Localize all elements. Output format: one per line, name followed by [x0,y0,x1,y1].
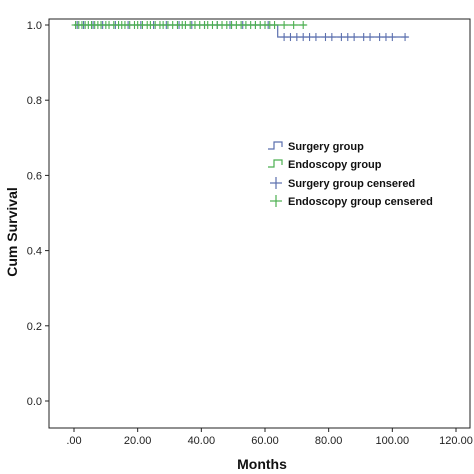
surgery-censor-mark [311,33,320,42]
legend-item: Endoscopy group censered [270,195,433,208]
surgery-censor-mark [350,33,359,42]
x-tick-label: 80.00 [315,435,343,447]
y-tick-label: 0.4 [27,246,42,258]
y-tick-label: 0.0 [27,396,42,408]
plot-frame [48,18,471,429]
y-tick-label: 0.6 [27,170,42,182]
y-axis: 0.0 0.2 0.4 0.6 0.8 1.0 [27,20,49,408]
y-tick-label: 1.0 [27,20,42,32]
x-tick-label: 20.00 [124,435,152,447]
surgery-censor-mark [327,33,336,42]
legend: Surgery group Endoscopy group Surgery grou… [268,141,433,208]
y-tick-label: 0.8 [27,95,42,107]
x-axis: .00 20.00 40.00 60.00 80.00 100.00 120.00 [66,428,473,447]
legend-label: Endoscopy group censered [288,196,433,208]
y-tick-label: 0.2 [27,321,42,333]
legend-step-icon [268,159,283,168]
surgery-censor-mark [366,33,375,42]
legend-step-icon [268,141,283,150]
x-tick-label: 120.00 [439,435,473,447]
endoscopy-censor-mark [289,21,298,29]
endoscopy-censor-mark [270,21,279,29]
x-tick-label: .00 [66,435,81,447]
legend-item: Surgery group censered [270,177,415,190]
surgery-censor-mark [401,33,410,42]
x-axis-title: Months [237,456,287,472]
legend-item: Surgery group [268,141,364,153]
legend-label: Surgery group censered [288,178,415,190]
x-tick-label: 100.00 [376,435,410,447]
endoscopy-censor-mark [299,21,308,29]
surgery-censor-mark [388,33,397,42]
x-tick-label: 40.00 [188,435,216,447]
plot-area [48,18,471,429]
y-axis-title: Cum Survival [4,187,20,276]
endoscopy-censor-mark [280,21,289,29]
legend-item: Endoscopy group [268,159,382,171]
legend-label: Endoscopy group [288,159,382,171]
legend-label: Surgery group [288,141,364,153]
x-tick-label: 60.00 [251,435,279,447]
